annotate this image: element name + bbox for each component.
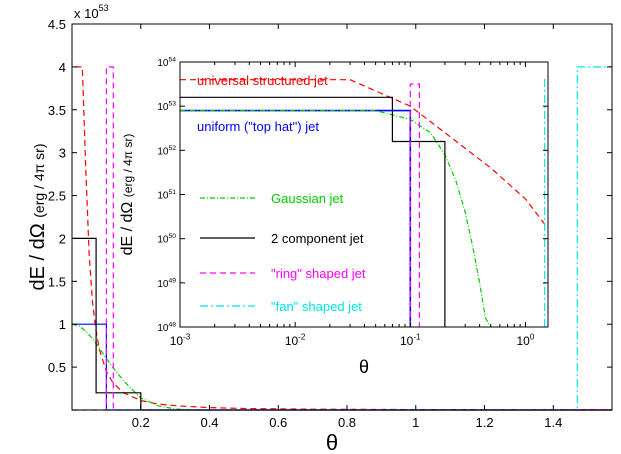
inset-y-axis-label: dE / dΩ (erg / 4π sr) [119, 134, 136, 256]
inset-y-tick-label: 1050 [157, 233, 176, 246]
inset-series-line-fan [544, 79, 548, 327]
x-tick-label: 1.2 [475, 415, 493, 430]
y-tick-label: 3 [59, 146, 66, 161]
y-axis-multiplier: x 1053 [74, 3, 109, 21]
inset-background [180, 62, 548, 327]
inset-y-tick-label: 1049 [157, 277, 176, 290]
inset-y-tick-label: 1051 [157, 189, 176, 202]
inset-series-line-two_component [180, 96, 446, 327]
inset-x-tick-label: 100 [516, 333, 534, 348]
main-plot-frame [71, 23, 613, 411]
legend-label-fan: "fan" shaped jet [271, 299, 362, 314]
y-tick-label: 0.5 [48, 360, 66, 375]
x-tick-label: 0.2 [132, 415, 150, 430]
x-tick-label: 0.6 [269, 415, 287, 430]
inset-chart: 10-3 10-2 10-1 100 1048 1049 1050 1051 1052 1053 1… [119, 57, 549, 377]
inset-x-axis-label: θ [359, 357, 369, 377]
inset-series-line-gaussian [180, 109, 492, 328]
series-annotation-uniform: uniform ("top hat") jet [197, 119, 319, 134]
inset-y-tick-label: 1054 [157, 57, 176, 70]
x-axis-label: θ [326, 430, 338, 454]
y-tick-label: 1 [59, 317, 66, 332]
inset-y-tick-label: 1052 [157, 145, 176, 158]
y-tick-label: 4 [59, 60, 66, 75]
y-tick-label: 1.5 [48, 274, 66, 289]
inset-x-tick-label: 10-3 [170, 333, 191, 348]
legend-label-ring: "ring" shaped jet [271, 266, 366, 281]
series-line-universal [75, 66, 613, 411]
y-tick-label: 4.5 [48, 17, 66, 32]
inset-x-tick-label: 10-1 [400, 333, 421, 348]
series-annotation-universal: universal structured jet [197, 73, 328, 88]
y-tick-label: 3.5 [48, 103, 66, 118]
inset-y-tick-label: 1053 [157, 101, 176, 114]
x-tick-label: 0.4 [200, 415, 218, 430]
inset-series-line-ring [409, 83, 420, 327]
inset-y-tick-label: 1048 [157, 322, 176, 335]
inset-series-line-universal [180, 79, 547, 226]
inset-x-tick-label: 10-2 [285, 333, 306, 348]
legend-label-two_component: 2 component jet [271, 231, 364, 246]
x-tick-label: 1 [412, 415, 419, 430]
x-tick-label: 1.4 [544, 415, 562, 430]
legend-label-gaussian: Gaussian jet [271, 191, 344, 206]
y-tick-label: 2.5 [48, 189, 66, 204]
y-tick-label: 2 [59, 231, 66, 246]
main-chart: 0.2 0.4 0.6 0.8 1 1.2 1.4 0.5 1 1.5 2 2.5 3 3.5 4 4.5 x … [27, 3, 613, 454]
x-tick-label: 0.8 [338, 415, 356, 430]
y-axis-label: dE / dΩ (erg / 4π sr) [27, 144, 49, 291]
